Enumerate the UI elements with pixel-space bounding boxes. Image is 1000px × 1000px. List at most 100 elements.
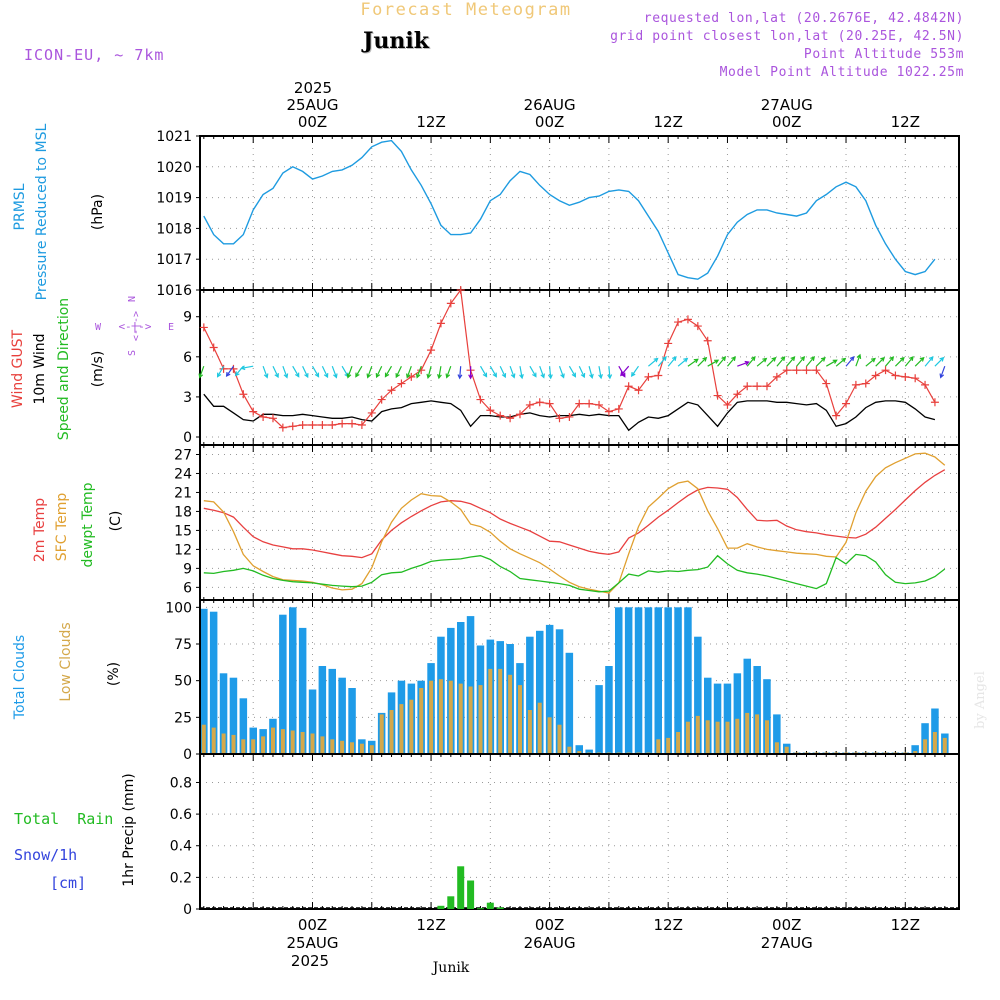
wind-direction-arrow xyxy=(547,366,553,380)
gust-marker xyxy=(881,366,890,375)
gust-marker xyxy=(782,366,791,375)
wind-direction-arrow xyxy=(756,357,768,367)
snow-unit: [cm] xyxy=(50,874,86,892)
precip-ytick-label: 0.6 xyxy=(170,807,192,823)
wind-ytick-label: 0 xyxy=(183,430,192,446)
clouds-panel: 0 25 50 75 100 xyxy=(165,599,960,763)
clouds-ytick-label: 25 xyxy=(174,710,192,726)
wind-direction-arrow xyxy=(366,365,373,379)
low-cloud-bar xyxy=(330,739,335,754)
top-hour-label: 00Z xyxy=(772,113,801,131)
wind-direction-arrow xyxy=(272,365,279,379)
bottom-date-label: 27AUG xyxy=(761,934,813,952)
wind-direction-arrow xyxy=(727,356,737,367)
wind-labels: Wind GUST 10m Wind Speed and Direction (… xyxy=(10,296,174,440)
snow-label: Snow/1h xyxy=(14,846,77,864)
gust-marker xyxy=(693,322,702,331)
total-cloud-bar xyxy=(921,723,929,754)
model-altitude: Model Point Altitude 1022.25m xyxy=(720,65,964,80)
bottom-hour-label: 00Z xyxy=(298,916,327,934)
wind-direction-arrow xyxy=(865,357,876,367)
total-cloud-bar xyxy=(348,688,356,754)
precip-ytick-label: 0.2 xyxy=(170,870,192,886)
low-cloud-bar xyxy=(518,685,522,754)
gust-marker xyxy=(802,366,811,375)
gust-marker xyxy=(624,382,633,391)
low-cloud-bar xyxy=(241,739,246,754)
compass-s: S xyxy=(127,350,138,356)
wind-direction-arrow xyxy=(529,365,537,378)
total-cloud-bar xyxy=(664,607,672,754)
gust-marker xyxy=(308,420,317,429)
wind-direction-arrow xyxy=(415,365,422,379)
wind-direction-arrow xyxy=(677,357,689,367)
low-cloud-bar xyxy=(774,742,779,754)
low-cloud-bar xyxy=(448,680,453,754)
low-cloud-bar xyxy=(201,724,206,754)
wind-ytick-label: 9 xyxy=(183,310,192,326)
clouds-ytick-label: 75 xyxy=(174,637,192,653)
top-date-label: 27AUG xyxy=(761,96,813,114)
gust-marker xyxy=(604,407,613,416)
location-title: Junik xyxy=(361,28,430,54)
bottom-hour-label: 12Z xyxy=(416,916,445,934)
gust-marker xyxy=(209,343,218,352)
low-cloud-bar xyxy=(508,674,513,754)
wind-direction-arrow xyxy=(815,356,826,367)
wind-direction-arrow xyxy=(225,365,234,378)
total-cloud-bar xyxy=(555,629,564,754)
cloud-labels: Total Clouds Low Clouds (%) xyxy=(12,622,122,720)
total-cloud-bar xyxy=(565,652,574,754)
total-cloud-bar xyxy=(753,666,761,754)
wind-direction-arrow xyxy=(776,356,786,367)
total-cloud-bar xyxy=(338,677,346,754)
total-cloud-bar xyxy=(585,749,593,754)
bottom-date-label: 26AUG xyxy=(524,934,576,952)
sfc-label: SFC Temp xyxy=(54,493,70,562)
top-hour-label: 00Z xyxy=(535,113,564,131)
precip-ytick-label: 0.4 xyxy=(170,839,192,855)
low-cloud-bar xyxy=(735,718,740,754)
rain-bar xyxy=(496,907,504,909)
low-cloud-bar xyxy=(705,720,710,754)
top-hour-label: 00Z xyxy=(298,113,327,131)
low-cloud-bar xyxy=(419,688,424,754)
total-cloud-bar xyxy=(773,714,781,754)
grid-point-coords: grid point closest lon,lat (20.25E, 42.5… xyxy=(610,29,964,44)
temperature-frame xyxy=(199,444,960,601)
total-cloud-bar xyxy=(318,666,327,754)
total-cloud-bar xyxy=(308,689,317,754)
low-cloud-bar xyxy=(251,739,256,754)
low-cloud-bar xyxy=(755,714,760,754)
top-hour-label: 12Z xyxy=(653,113,682,131)
credit-label: by Angel xyxy=(973,671,988,729)
bottom-hour-label: 00Z xyxy=(772,916,801,934)
low-cloud-bar xyxy=(656,739,661,754)
gust-marker xyxy=(515,410,524,419)
total-cloud-bar xyxy=(674,607,682,754)
wind-direction-arrow xyxy=(648,357,659,367)
prmsl-label: PRMSL xyxy=(12,183,28,230)
low-cloud-bar xyxy=(280,729,285,754)
low-cloud-bar xyxy=(438,679,443,754)
gust-marker xyxy=(219,364,228,373)
wind-label: 10m Wind xyxy=(32,333,48,404)
top-date-label: 26AUG xyxy=(524,96,576,114)
total-cloud-bar xyxy=(239,698,248,754)
low-cloud-bar xyxy=(369,745,374,754)
wind-direction-arrow xyxy=(786,356,796,367)
gust-marker xyxy=(575,399,584,408)
wind-direction-arrow xyxy=(934,356,945,367)
temperature-ytick-label: 21 xyxy=(174,485,192,501)
total-cloud-bar xyxy=(575,745,583,754)
low-cloud-bar xyxy=(765,720,769,754)
gust-marker xyxy=(911,374,920,383)
total-cloud-bar xyxy=(466,616,475,754)
wind-direction-arrow xyxy=(588,366,594,380)
compass-arrows: <-|-> xyxy=(118,320,151,333)
pressure-ytick-label: 1017 xyxy=(156,252,192,268)
bottom-hour-label: 12Z xyxy=(653,916,682,934)
precip-ytick-label: 0 xyxy=(183,902,192,918)
pressure-panel: 1016 1017 1018 1019 1020 1021 xyxy=(156,129,960,299)
bottom-year-label: 2025 xyxy=(291,952,329,970)
